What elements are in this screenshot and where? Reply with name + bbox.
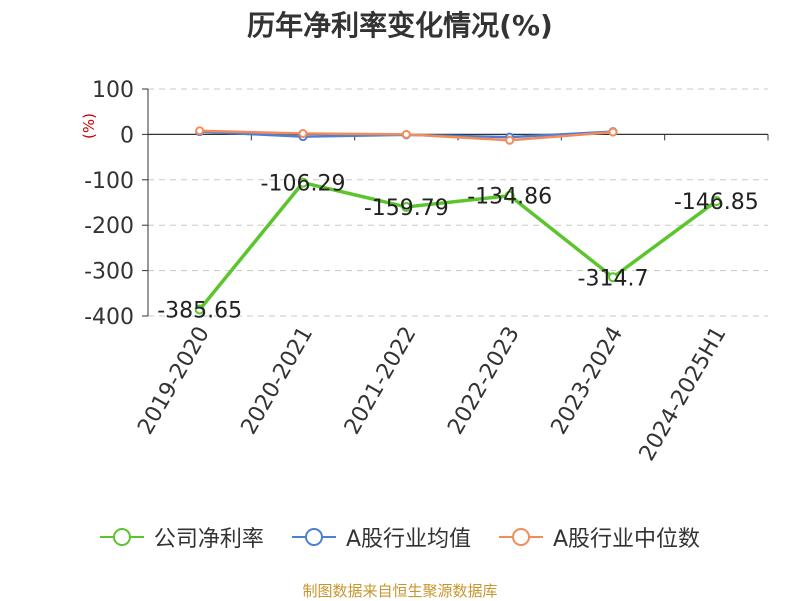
- legend-label: A股行业中位数: [553, 527, 701, 552]
- y-tick-label: -300: [84, 260, 134, 285]
- legend-label: 公司净利率: [153, 527, 264, 552]
- series-point-0[interactable]: [504, 190, 515, 201]
- x-tick-label: 2023-2024: [547, 323, 629, 439]
- y-tick-label: -200: [84, 214, 134, 239]
- series-point-0[interactable]: [711, 196, 722, 207]
- legend: 公司净利率 A股行业均值 A股行业中位数: [0, 520, 800, 554]
- legend-swatch-icon: [499, 527, 543, 547]
- series-point-2[interactable]: [195, 126, 205, 136]
- legend-item-industry-median[interactable]: A股行业中位数: [499, 521, 700, 553]
- series-point-0[interactable]: [194, 304, 205, 315]
- data-label: -146.85: [674, 190, 759, 215]
- series-layer: [194, 126, 722, 315]
- data-label: -106.29: [261, 172, 346, 197]
- x-tick-label: 2022-2023: [443, 323, 525, 439]
- y-axis-label: (%): [80, 113, 98, 139]
- x-tick-label: 2021-2022: [340, 323, 422, 439]
- legend-swatch-icon: [291, 527, 336, 547]
- data-label: -314.7: [578, 266, 649, 291]
- series-point-2[interactable]: [401, 129, 411, 139]
- legend-label: A股行业均值: [345, 527, 471, 552]
- series-point-2[interactable]: [505, 135, 515, 145]
- data-label: -159.79: [364, 196, 449, 221]
- series-point-0[interactable]: [608, 272, 618, 283]
- legend-item-company[interactable]: 公司净利率: [99, 521, 264, 553]
- data-label-layer: -385.65 -106.29 -159.79 -134.86 -314.7 -146.8…: [157, 172, 759, 324]
- series-line-0: [198, 180, 718, 311]
- series-point-2[interactable]: [608, 127, 618, 137]
- legend-swatch-icon: [99, 527, 144, 547]
- legend-item-industry-mean[interactable]: A股行业均值: [291, 521, 471, 553]
- x-tick-label: 2019-2020: [133, 323, 215, 439]
- grid-layer: [148, 88, 768, 317]
- chart-title: 历年净利率变化情况(%): [247, 9, 553, 42]
- series-point-0[interactable]: [401, 201, 412, 212]
- series-point-0[interactable]: [298, 177, 308, 188]
- y-tick-label: 0: [120, 123, 134, 148]
- data-label: -134.86: [467, 185, 552, 210]
- y-tick-label: -100: [84, 169, 134, 194]
- y-tick-label: -400: [84, 305, 134, 330]
- y-tick-label: 100: [92, 78, 134, 103]
- data-label: -385.65: [157, 298, 242, 323]
- series-point-2[interactable]: [298, 128, 308, 138]
- x-tick-label: 2020-2021: [237, 323, 319, 439]
- source-note: 制图数据来自恒生聚源数据库: [302, 582, 498, 600]
- x-tick-label: 2024-2025H1: [635, 323, 732, 466]
